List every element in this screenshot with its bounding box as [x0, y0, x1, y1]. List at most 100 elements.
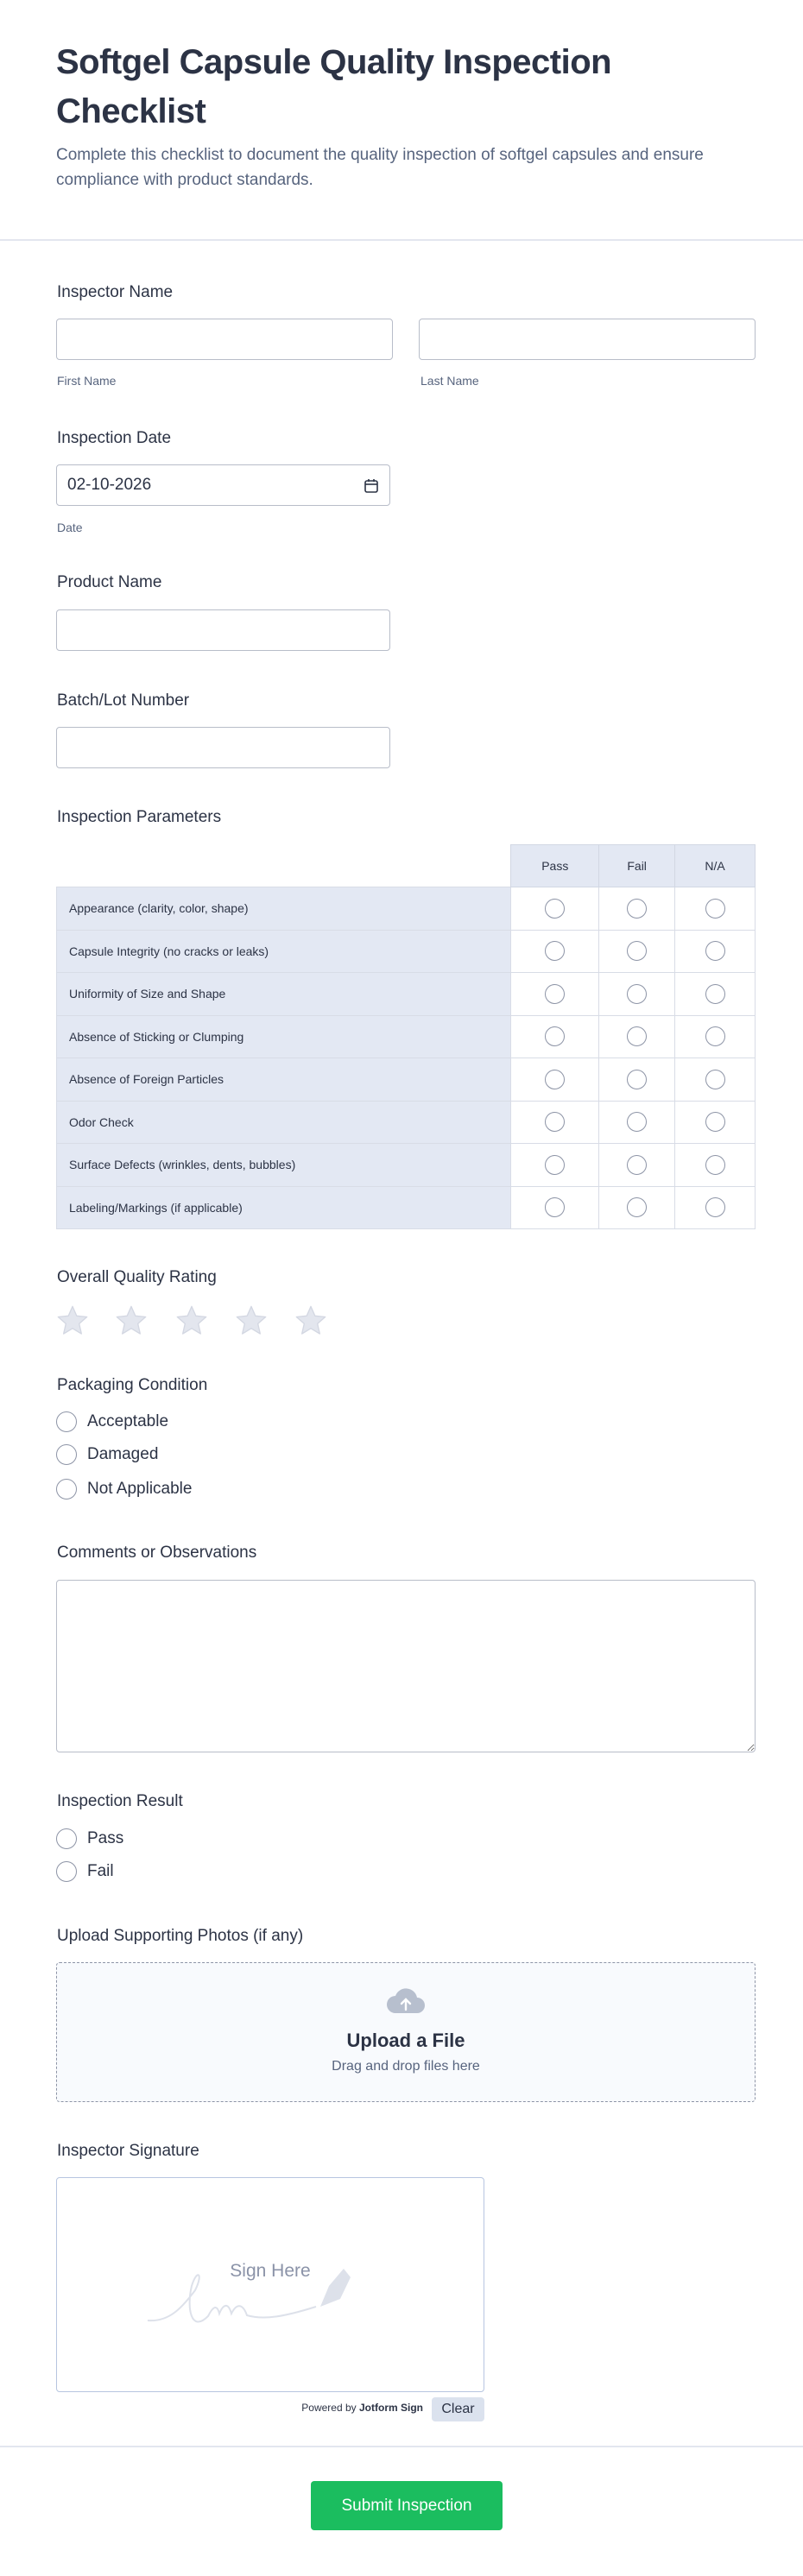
radio-pass[interactable] — [545, 1197, 566, 1218]
radio-pass[interactable] — [545, 898, 566, 919]
cell-pass[interactable] — [510, 1143, 600, 1187]
powered-prefix: Powered by — [301, 2402, 357, 2414]
radio-pass[interactable] — [545, 983, 566, 1004]
row-label: Odor Check — [55, 1100, 512, 1144]
star-3-icon[interactable] — [174, 1304, 209, 1338]
radio-fail[interactable] — [627, 1112, 648, 1133]
star-1-icon[interactable] — [55, 1304, 90, 1338]
radio-button[interactable] — [56, 1861, 77, 1882]
cell-fail[interactable] — [598, 1143, 676, 1187]
form-title: Softgel Capsule Quality Inspection Check… — [56, 43, 612, 130]
star-4-icon[interactable] — [234, 1304, 269, 1338]
row-label: Absence of Sticking or Clumping — [55, 1014, 512, 1058]
radio-fail[interactable] — [627, 898, 648, 919]
radio-fail[interactable] — [627, 941, 648, 962]
radio-fail[interactable] — [627, 1197, 648, 1218]
product-name-input[interactable] — [56, 609, 390, 651]
radio-fail[interactable] — [627, 1069, 648, 1089]
date-input[interactable]: 02-10-2026 — [56, 464, 390, 506]
cell-pass[interactable] — [510, 1014, 600, 1058]
clear-signature-button[interactable]: Clear — [432, 2397, 484, 2421]
row-label: Surface Defects (wrinkles, dents, bubble… — [55, 1143, 512, 1187]
cell-pass[interactable] — [510, 972, 600, 1016]
cell-na[interactable] — [674, 1143, 756, 1187]
cell-pass[interactable] — [510, 929, 600, 973]
inspector-name-label: Inspector Name — [57, 283, 174, 301]
radio-na[interactable] — [705, 1026, 725, 1047]
radio-button[interactable] — [56, 1411, 77, 1432]
result-option-fail[interactable]: Fail — [56, 1861, 114, 1882]
cell-pass[interactable] — [510, 1100, 600, 1144]
matrix-row: Absence of Sticking or Clumping — [55, 1014, 756, 1058]
first-name-sublabel: First Name — [57, 374, 117, 388]
radio-pass[interactable] — [545, 941, 566, 962]
batch-input[interactable] — [56, 727, 390, 768]
calendar-icon[interactable] — [364, 477, 379, 495]
radio-button[interactable] — [56, 1479, 77, 1500]
radio-pass[interactable] — [545, 1069, 566, 1089]
option-label: Damaged — [87, 1445, 159, 1463]
cell-fail[interactable] — [598, 1100, 676, 1144]
cell-fail[interactable] — [598, 929, 676, 973]
row-label: Absence of Foreign Particles — [55, 1058, 512, 1102]
cell-na[interactable] — [674, 1014, 756, 1058]
radio-pass[interactable] — [545, 1026, 566, 1047]
cell-na[interactable] — [674, 972, 756, 1016]
cell-fail[interactable] — [598, 972, 676, 1016]
comments-textarea[interactable] — [56, 1580, 756, 1752]
cell-fail[interactable] — [598, 887, 676, 931]
cell-na[interactable] — [674, 1185, 756, 1229]
inspection-date-label: Inspection Date — [57, 429, 172, 447]
cell-na[interactable] — [674, 1058, 756, 1102]
radio-button[interactable] — [56, 1828, 77, 1849]
radio-button[interactable] — [56, 1444, 77, 1465]
option-label: Pass — [87, 1829, 124, 1847]
result-label: Inspection Result — [57, 1792, 183, 1810]
radio-fail[interactable] — [627, 983, 648, 1004]
result-option-pass[interactable]: Pass — [56, 1828, 123, 1849]
footer-divider — [0, 2446, 803, 2447]
packaging-option-damaged[interactable]: Damaged — [56, 1444, 158, 1465]
last-name-input[interactable] — [419, 319, 756, 360]
last-name-sublabel: Last Name — [420, 374, 479, 388]
cell-na[interactable] — [674, 929, 756, 973]
date-value: 02-10-2026 — [67, 476, 152, 494]
packaging-option-acceptable[interactable]: Acceptable — [56, 1411, 168, 1432]
packaging-option-not-applicable[interactable]: Not Applicable — [56, 1479, 192, 1500]
radio-pass[interactable] — [545, 1154, 566, 1175]
row-label: Capsule Integrity (no cracks or leaks) — [55, 929, 512, 973]
packaging-label: Packaging Condition — [57, 1376, 208, 1394]
powered-by: Powered by Jotform Sign — [242, 2402, 423, 2414]
row-label: Appearance (clarity, color, shape) — [55, 887, 512, 931]
matrix-row: Uniformity of Size and Shape — [55, 972, 756, 1016]
radio-fail[interactable] — [627, 1154, 648, 1175]
signature-pad[interactable]: Sign Here — [56, 2177, 484, 2392]
upload-dropzone[interactable]: Upload a File Drag and drop files here — [56, 1962, 756, 2102]
radio-pass[interactable] — [545, 1112, 566, 1133]
upload-hint: Drag and drop files here — [332, 2059, 480, 2074]
radio-na[interactable] — [705, 941, 725, 962]
cell-fail[interactable] — [598, 1185, 676, 1229]
comments-label: Comments or Observations — [57, 1544, 257, 1562]
star-5-icon[interactable] — [294, 1304, 328, 1338]
matrix-row: Capsule Integrity (no cracks or leaks) — [55, 929, 756, 973]
parameters-label: Inspection Parameters — [57, 808, 222, 826]
cell-fail[interactable] — [598, 1058, 676, 1102]
radio-na[interactable] — [705, 1197, 725, 1218]
submit-button[interactable]: Submit Inspection — [311, 2481, 503, 2530]
cell-fail[interactable] — [598, 1014, 676, 1058]
cell-pass[interactable] — [510, 1185, 600, 1229]
matrix-corner — [56, 844, 511, 887]
radio-na[interactable] — [705, 1154, 725, 1175]
radio-na[interactable] — [705, 1112, 725, 1133]
radio-na[interactable] — [705, 898, 725, 919]
cell-pass[interactable] — [510, 1058, 600, 1102]
radio-na[interactable] — [705, 983, 725, 1004]
star-2-icon[interactable] — [114, 1304, 149, 1338]
cell-na[interactable] — [674, 887, 756, 931]
cell-pass[interactable] — [510, 887, 600, 931]
radio-fail[interactable] — [627, 1026, 648, 1047]
cell-na[interactable] — [674, 1100, 756, 1144]
radio-na[interactable] — [705, 1069, 725, 1089]
first-name-input[interactable] — [56, 319, 393, 360]
